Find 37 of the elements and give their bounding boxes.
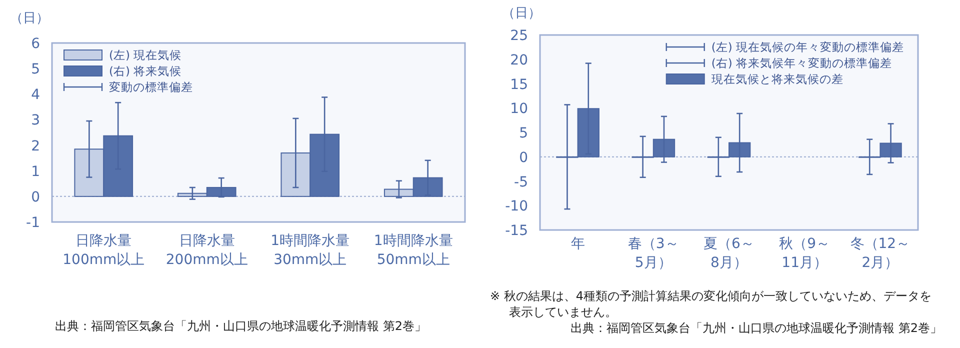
- y-tick-label: 5: [519, 126, 528, 142]
- y-tick-label: 3: [31, 112, 40, 129]
- annotation: 変動の標準偏差: [109, 80, 193, 94]
- y-tick-label: 4: [31, 87, 40, 104]
- y-tick-label: -10: [505, 198, 528, 215]
- x-tick-label: 冬（12～2月）: [849, 235, 912, 273]
- legend-label: (左) 現在気候: [109, 48, 182, 62]
- y-tick-label: 2: [31, 138, 40, 154]
- y-tick-label: -15: [505, 223, 528, 239]
- y-tick-label: 5: [31, 62, 40, 78]
- y-tick-label: 20: [510, 52, 528, 68]
- y-tick-label: 10: [510, 101, 528, 118]
- x-tick-label: 1時間降水量 30mm以上: [270, 232, 351, 270]
- source-note: 出典：福岡管区気象台「九州・山口県の地球温暖化予測情報 第2巻」: [55, 318, 428, 334]
- legend-label: 現在気候と将来気候の差: [711, 72, 844, 86]
- x-tick-label: 日降水量 100mm以上: [62, 232, 146, 270]
- y-axis-title: （日）: [502, 6, 541, 21]
- x-tick-label: 日降水量 200mm以上: [164, 232, 249, 270]
- x-tick-label: 1時間降水量 50mm以上: [372, 232, 454, 270]
- y-tick-label: 1: [31, 164, 40, 180]
- y-axis-title: （日）: [10, 11, 49, 26]
- y-tick-label: 15: [510, 76, 528, 93]
- y-tick-label: -5: [514, 174, 528, 190]
- y-tick-label: 0: [31, 189, 40, 206]
- text: ※ 秋の結果は、4種類の予測計算結果の変化傾向が一致していないため、データを表示していません。: [490, 288, 933, 320]
- y-tick-label: 0: [519, 150, 528, 166]
- y-tick-label: -1: [26, 215, 40, 231]
- legend-label: (左) 現在気候の年々変動の標準偏差: [711, 40, 904, 54]
- legend-label: (右) 将来気候: [109, 64, 182, 78]
- x-tick-label: 夏（6～8月）: [702, 235, 756, 273]
- annotation: (右) 将来気候年々変動の標準偏差: [711, 56, 892, 70]
- y-tick-label: 6: [31, 36, 40, 52]
- x-tick-label: 秋（9～11月）: [778, 235, 832, 273]
- x-tick-label: 春（3～5月）: [626, 235, 680, 273]
- x-tick-label: 年: [570, 235, 586, 254]
- source-note: 出典：福岡管区気象台「九州・山口県の地球温暖化予測情報 第2巻」: [570, 320, 942, 336]
- y-tick-label: 25: [510, 28, 528, 44]
